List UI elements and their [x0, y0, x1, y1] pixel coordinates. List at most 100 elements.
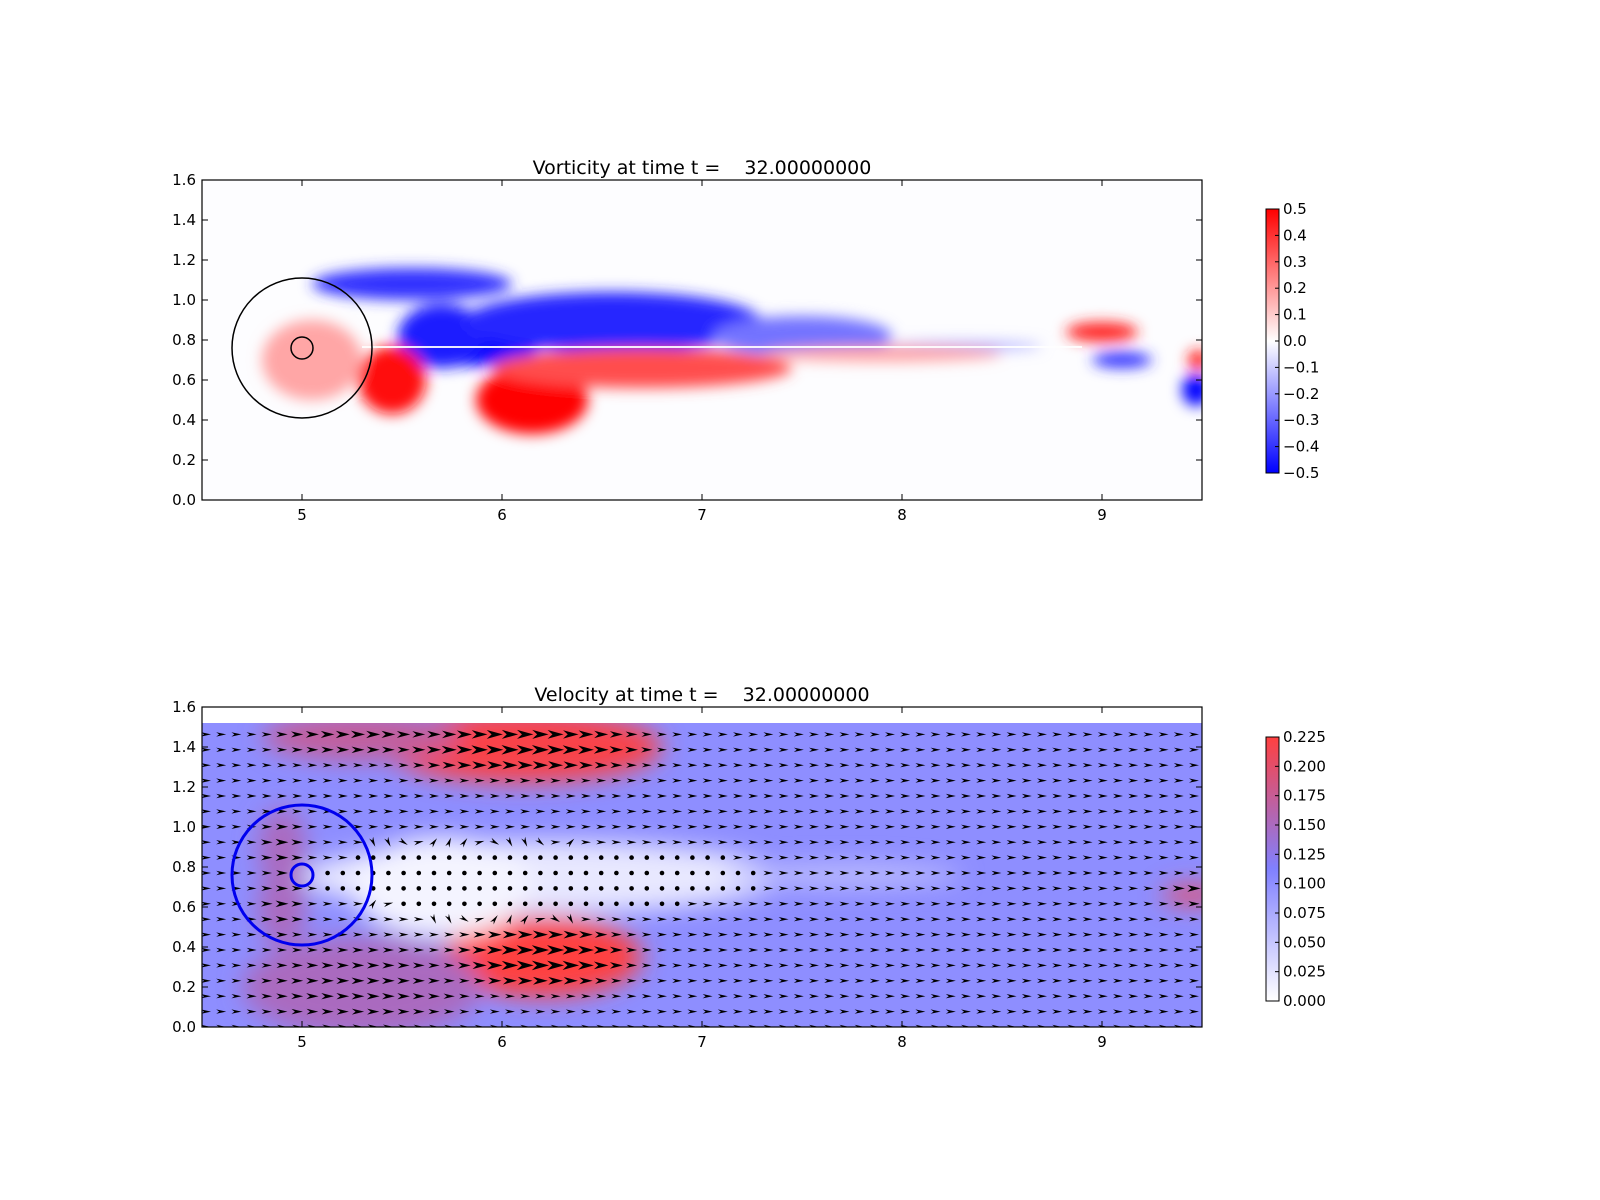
quiver-arrow — [641, 840, 652, 845]
quiver-arrow — [291, 1008, 303, 1015]
quiver-arrow — [763, 932, 774, 937]
x-tick-label: 8 — [897, 1033, 907, 1051]
quiver-arrow — [641, 824, 652, 829]
quiver-arrow — [1037, 809, 1047, 814]
quiver-arrow — [976, 840, 987, 845]
quiver-arrow — [1052, 840, 1063, 845]
quiver-arrow — [991, 793, 1002, 799]
quiver-arrow — [1082, 978, 1093, 983]
quiver-dot — [629, 886, 634, 891]
quiver-arrow — [702, 917, 713, 922]
quiver-arrow — [353, 809, 363, 814]
quiver-arrow — [930, 932, 941, 937]
quiver-arrow — [945, 793, 956, 799]
quiver-arrow — [593, 961, 609, 970]
quiver-arrow — [1128, 747, 1139, 752]
vortex-positive — [1188, 350, 1202, 370]
quiver-arrow — [733, 747, 743, 752]
quiver-arrow — [474, 917, 485, 923]
vortex-positive — [492, 348, 792, 388]
quiver-arrow — [596, 994, 607, 999]
quiver-arrow — [626, 1009, 637, 1014]
quiver-arrow — [231, 963, 242, 968]
quiver-arrow — [885, 793, 895, 799]
quiver-dot — [477, 870, 482, 876]
quiver-arrow — [869, 763, 880, 768]
quiver-arrow — [854, 870, 865, 876]
quiver-arrow — [459, 793, 470, 799]
quiver-arrow — [900, 870, 911, 876]
quiver-arrow — [945, 840, 956, 845]
quiver-arrow — [1189, 1009, 1199, 1014]
quiver-arrow — [535, 837, 545, 846]
quiver-arrow — [885, 917, 895, 922]
quiver-arrow — [930, 886, 941, 891]
quiver-arrow — [1067, 840, 1078, 845]
quiver-arrow — [275, 823, 289, 830]
quiver-arrow — [276, 870, 288, 876]
vorticity-circles — [231, 277, 373, 419]
quiver-arrow — [382, 1024, 394, 1027]
quiver-arrow — [991, 963, 1002, 968]
colorbar-tick-label: 0.2 — [1283, 279, 1307, 297]
quiver-arrow — [489, 809, 500, 814]
quiver-arrow — [778, 840, 789, 845]
quiver-arrow — [961, 855, 971, 860]
quiver-arrow — [1113, 978, 1123, 983]
quiver-arrow — [505, 836, 513, 847]
quiver-arrow — [657, 932, 667, 937]
quiver-arrow — [1097, 870, 1108, 876]
quiver-arrow — [596, 824, 607, 829]
quiver-arrow — [748, 763, 759, 768]
quiver-dot — [598, 870, 604, 876]
quiver-arrow — [657, 778, 667, 783]
quiver-arrow — [869, 809, 880, 814]
quiver-arrow — [717, 994, 728, 999]
quiver-arrow — [839, 870, 850, 876]
quiver-arrow — [1097, 747, 1108, 752]
quiver-arrow — [778, 855, 789, 860]
quiver-arrow — [398, 778, 409, 783]
quiver-arrow — [915, 763, 926, 768]
x-tick-label: 8 — [897, 506, 907, 524]
quiver-arrow — [1006, 747, 1017, 752]
quiver-arrow — [1082, 994, 1093, 999]
quiver-arrow — [246, 809, 257, 814]
quiver-arrow — [382, 992, 395, 1000]
quiver-arrow — [900, 886, 911, 891]
quiver-arrow — [502, 977, 518, 985]
quiver-arrow — [1113, 747, 1123, 752]
quiver-arrow — [1128, 917, 1139, 922]
quiver-arrow — [306, 977, 319, 984]
quiver-arrow — [1021, 994, 1032, 999]
quiver-arrow — [1173, 947, 1184, 953]
quiver-arrow — [717, 917, 728, 922]
quiver-arrow — [547, 945, 565, 955]
quiver-arrow — [961, 870, 971, 876]
quiver-arrow — [353, 840, 363, 845]
quiver-arrow — [1097, 932, 1108, 937]
quiver-arrow — [231, 763, 242, 768]
quiver-arrow — [489, 837, 500, 845]
y-tick-label: 1.4 — [172, 211, 196, 229]
quiver-arrow — [501, 945, 519, 955]
quiver-arrow — [976, 793, 987, 799]
quiver-arrow — [398, 762, 409, 768]
quiver-arrow — [869, 824, 880, 829]
quiver-arrow — [793, 994, 804, 999]
quiver-dot — [659, 870, 665, 876]
y-tick-label: 0.2 — [172, 451, 196, 469]
quiver-arrow — [991, 978, 1002, 983]
quiver-arrow — [885, 1009, 895, 1014]
quiver-arrow — [202, 855, 211, 860]
quiver-arrow — [809, 978, 819, 983]
quiver-arrow — [444, 809, 455, 814]
quiver-arrow — [869, 932, 880, 937]
quiver-arrow — [505, 793, 515, 799]
quiver-arrow — [657, 963, 667, 968]
quiver-arrow — [793, 763, 804, 768]
quiver-arrow — [261, 732, 272, 737]
quiver-arrow — [763, 793, 774, 799]
y-tick-label: 0.6 — [172, 371, 196, 389]
quiver-dot — [446, 901, 452, 907]
